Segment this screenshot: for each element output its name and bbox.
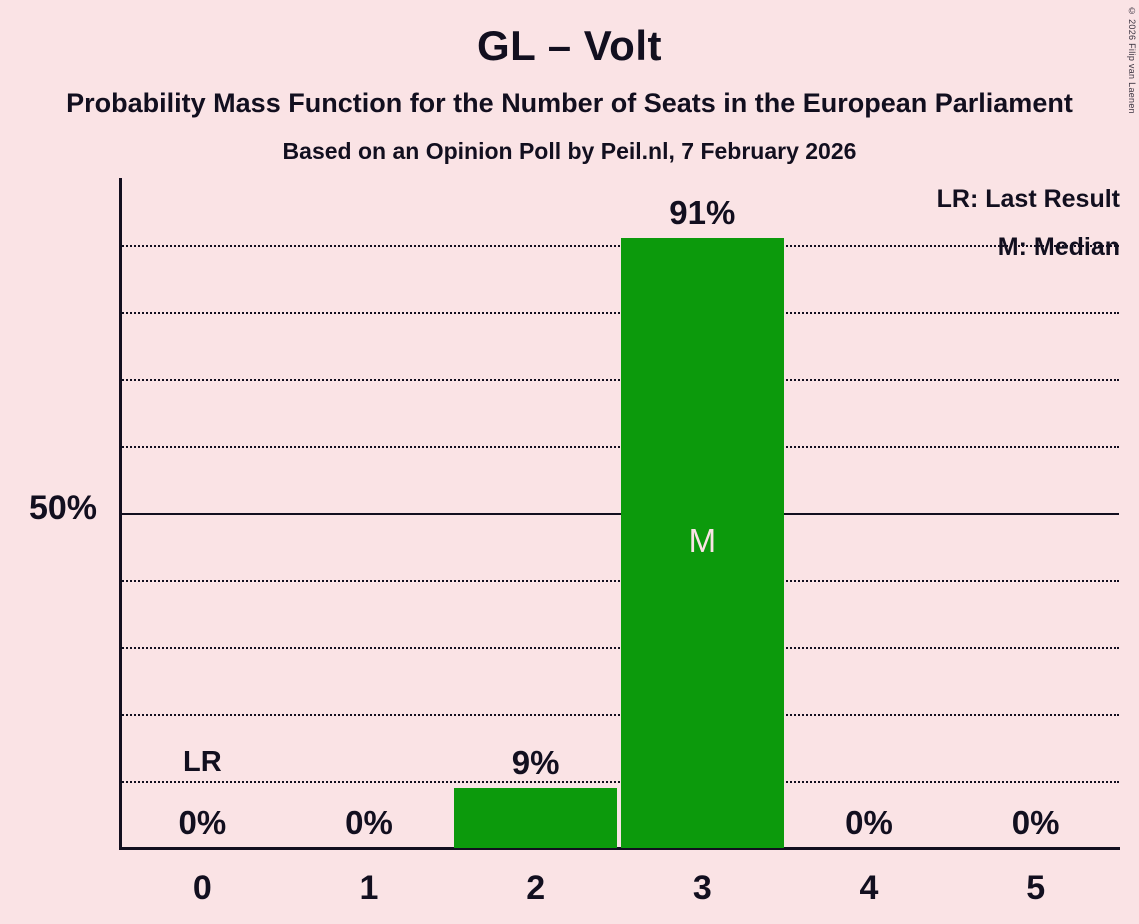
gridline-20 xyxy=(119,714,1119,716)
x-axis-tick-2: 2 xyxy=(526,869,546,907)
gridline-10 xyxy=(119,781,1119,783)
bar-seats-3[interactable]: M xyxy=(620,238,785,848)
chart-subtitle: Probability Mass Function for the Number… xyxy=(66,88,1073,118)
gridline-50 xyxy=(119,513,1119,515)
value-label-seats-5: 0% xyxy=(1011,804,1060,841)
copyright-notice: © 2026 Filip van Laenen xyxy=(1127,6,1137,114)
gridline-80 xyxy=(119,312,1119,314)
value-label-seats-2: 9% xyxy=(511,743,560,781)
last-result-marker: LR xyxy=(182,746,222,778)
page-title: GL – Volt xyxy=(477,22,662,69)
plot-area: M xyxy=(119,178,1119,848)
legend-median: M: Median xyxy=(997,233,1120,261)
x-axis-tick-3: 3 xyxy=(692,869,712,907)
x-axis-tick-1: 1 xyxy=(359,869,379,907)
value-label-seats-0: 0% xyxy=(178,804,227,841)
bar-seats-2[interactable] xyxy=(453,787,618,848)
gridline-60 xyxy=(119,446,1119,448)
value-label-seats-4: 0% xyxy=(845,804,893,841)
gridline-40 xyxy=(119,580,1119,582)
gridline-90 xyxy=(119,245,1119,247)
value-label-seats-3: 91% xyxy=(669,194,736,232)
x-axis-tick-5: 5 xyxy=(1026,869,1046,907)
median-marker: M xyxy=(688,522,717,559)
value-label-seats-1: 0% xyxy=(345,804,393,841)
chart-source-line: Based on an Opinion Poll by Peil.nl, 7 F… xyxy=(282,138,857,164)
y-axis-tick-50: 50% xyxy=(28,489,97,527)
legend-last-result: LR: Last Result xyxy=(936,185,1120,213)
gridline-70 xyxy=(119,379,1119,381)
gridline-30 xyxy=(119,647,1119,649)
x-axis-tick-4: 4 xyxy=(859,869,879,907)
x-axis-tick-0: 0 xyxy=(192,869,212,907)
x-axis-line xyxy=(119,847,1120,850)
